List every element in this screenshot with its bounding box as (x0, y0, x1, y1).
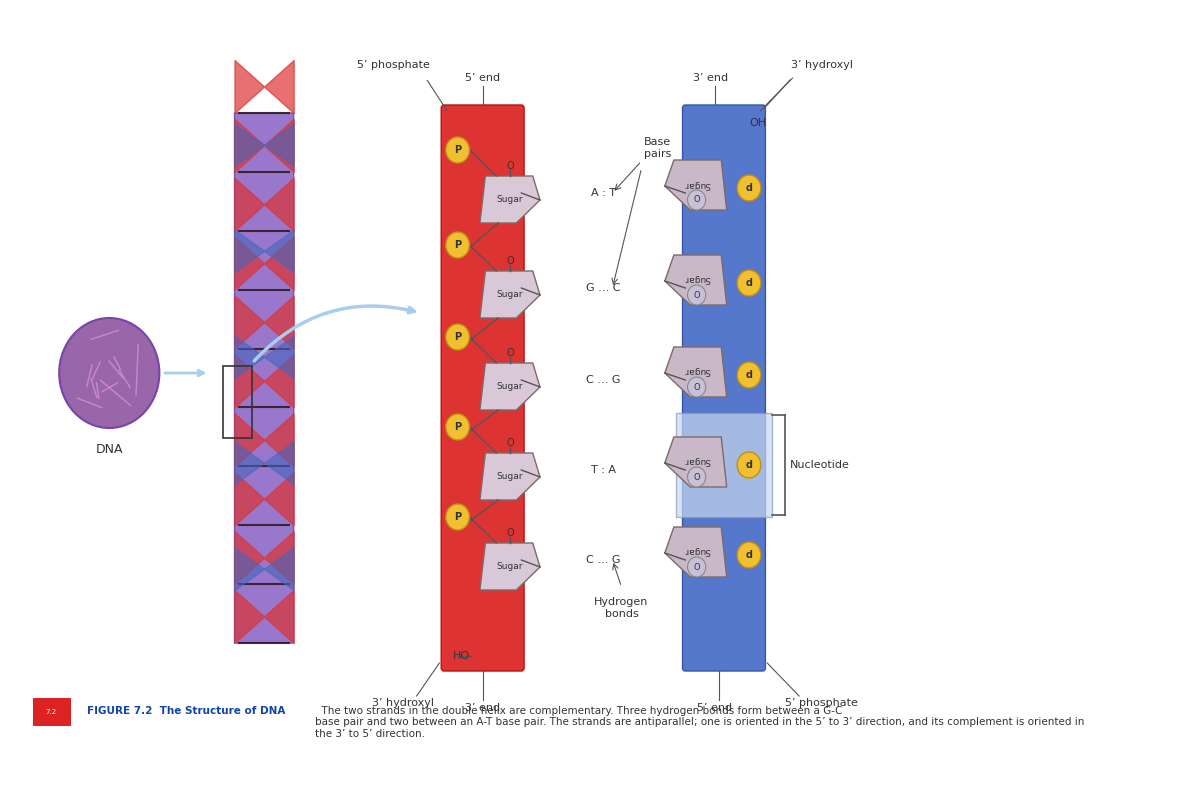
Text: 3’ hydroxyl: 3’ hydroxyl (372, 698, 434, 708)
Text: Sugar: Sugar (684, 274, 710, 284)
Polygon shape (480, 271, 540, 318)
Text: O: O (694, 290, 700, 300)
FancyBboxPatch shape (32, 698, 71, 726)
Text: O: O (506, 256, 514, 266)
Text: O: O (694, 382, 700, 392)
Text: Sugar: Sugar (497, 195, 523, 204)
Text: P: P (454, 512, 461, 522)
Text: Hydrogen
bonds: Hydrogen bonds (594, 597, 649, 619)
Text: Sugar: Sugar (684, 179, 710, 189)
Bar (223, 366, 252, 438)
Polygon shape (665, 437, 727, 487)
Text: T : A: T : A (590, 465, 616, 475)
Text: C … G: C … G (586, 555, 620, 565)
Text: O: O (694, 562, 700, 572)
Text: O: O (506, 348, 514, 358)
Circle shape (737, 175, 761, 201)
Polygon shape (665, 160, 727, 210)
Text: O: O (694, 196, 700, 205)
Text: d: d (745, 183, 752, 193)
Text: 3’ hydroxyl: 3’ hydroxyl (791, 60, 853, 70)
Circle shape (688, 190, 706, 210)
Circle shape (688, 557, 706, 577)
Polygon shape (480, 363, 540, 410)
Polygon shape (665, 527, 727, 577)
Text: 5’ end: 5’ end (697, 703, 732, 713)
Text: 3’ end: 3’ end (692, 73, 728, 83)
Text: d: d (745, 460, 752, 470)
Text: Sugar: Sugar (684, 366, 710, 376)
Text: O: O (506, 438, 514, 448)
Text: O: O (506, 528, 514, 538)
Text: FIGURE 7.2  The Structure of DNA: FIGURE 7.2 The Structure of DNA (88, 706, 286, 716)
Polygon shape (480, 176, 540, 223)
Text: Base
pairs: Base pairs (644, 137, 672, 159)
Circle shape (737, 362, 761, 388)
Circle shape (445, 324, 469, 350)
Circle shape (688, 467, 706, 487)
Text: G … C: G … C (586, 283, 620, 293)
Text: 5’ phosphate: 5’ phosphate (358, 60, 431, 70)
Text: 7.2: 7.2 (46, 709, 56, 715)
Text: 5’ phosphate: 5’ phosphate (786, 698, 858, 708)
Text: HO: HO (454, 651, 470, 661)
Text: Sugar: Sugar (684, 457, 710, 465)
Circle shape (59, 318, 160, 428)
Polygon shape (480, 543, 540, 590)
Text: Sugar: Sugar (497, 472, 523, 481)
Circle shape (445, 137, 469, 163)
Text: 5’ end: 5’ end (466, 73, 500, 83)
Text: C … G: C … G (586, 375, 620, 385)
Text: P: P (454, 422, 461, 432)
Text: d: d (745, 278, 752, 288)
Text: O: O (506, 161, 514, 171)
Circle shape (737, 270, 761, 296)
Circle shape (445, 232, 469, 258)
Circle shape (445, 414, 469, 440)
FancyBboxPatch shape (234, 113, 294, 643)
Text: Sugar: Sugar (684, 546, 710, 556)
Text: Sugar: Sugar (497, 290, 523, 299)
Text: P: P (454, 332, 461, 342)
Circle shape (737, 542, 761, 568)
Text: O: O (694, 473, 700, 481)
Text: Sugar: Sugar (497, 382, 523, 391)
Polygon shape (665, 347, 727, 397)
Text: Nucleotide: Nucleotide (790, 460, 850, 470)
FancyBboxPatch shape (676, 413, 772, 517)
Text: The two strands in the double helix are complementary. Three hydrogen bonds form: The two strands in the double helix are … (314, 706, 1084, 739)
Text: OH: OH (749, 118, 766, 128)
Text: DNA: DNA (96, 443, 124, 456)
Text: d: d (745, 370, 752, 380)
Circle shape (688, 285, 706, 305)
Text: d: d (745, 550, 752, 560)
Circle shape (688, 377, 706, 397)
FancyBboxPatch shape (683, 105, 766, 671)
Text: A : T: A : T (590, 188, 616, 198)
Polygon shape (480, 453, 540, 500)
Text: Sugar: Sugar (497, 562, 523, 571)
Polygon shape (665, 255, 727, 305)
Circle shape (737, 452, 761, 478)
Circle shape (445, 504, 469, 530)
Text: P: P (454, 145, 461, 155)
FancyBboxPatch shape (442, 105, 524, 671)
Text: 3’ end: 3’ end (466, 703, 500, 713)
Text: P: P (454, 240, 461, 250)
